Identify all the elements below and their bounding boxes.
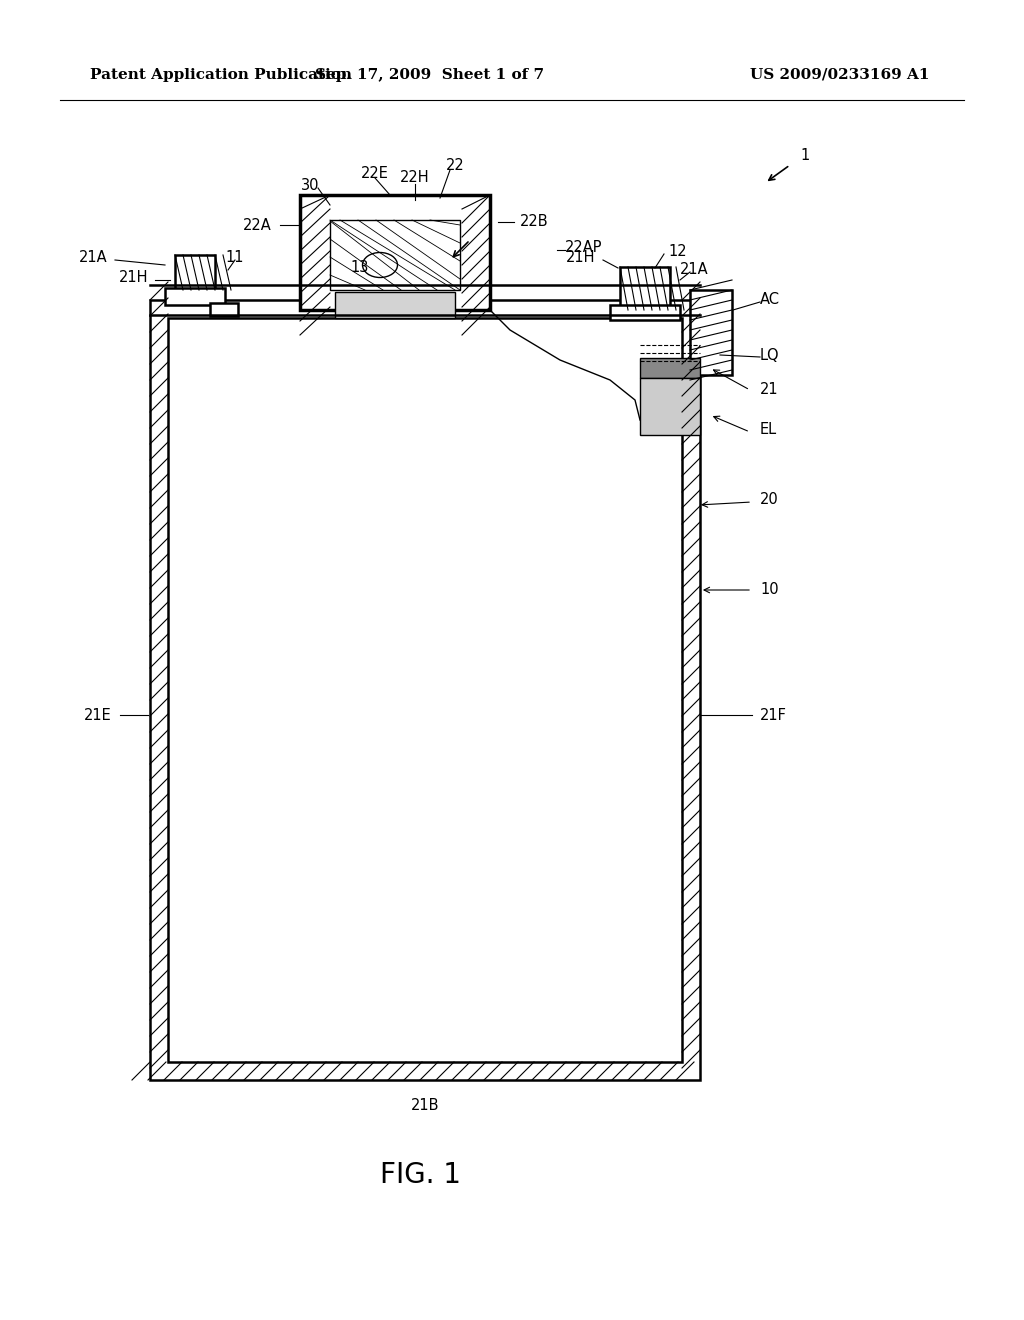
Text: AC: AC <box>760 293 780 308</box>
Text: 22E: 22E <box>361 165 389 181</box>
Text: 21H: 21H <box>565 251 595 265</box>
Text: 21H: 21H <box>119 271 148 285</box>
Text: 13: 13 <box>351 260 370 276</box>
Text: 10: 10 <box>760 582 778 598</box>
Text: 21F: 21F <box>760 708 786 722</box>
Polygon shape <box>640 358 700 378</box>
Polygon shape <box>300 195 490 310</box>
Polygon shape <box>335 292 455 318</box>
Text: FIG. 1: FIG. 1 <box>380 1162 461 1189</box>
Text: 22AP: 22AP <box>565 240 602 256</box>
Text: 22H: 22H <box>400 170 430 186</box>
Text: 1: 1 <box>800 148 809 162</box>
Text: Patent Application Publication: Patent Application Publication <box>90 69 352 82</box>
Text: 22: 22 <box>445 157 464 173</box>
Polygon shape <box>620 267 670 310</box>
Polygon shape <box>610 305 680 319</box>
Polygon shape <box>175 255 215 290</box>
Polygon shape <box>165 288 225 305</box>
Text: 21E: 21E <box>84 708 112 722</box>
Text: Sep. 17, 2009  Sheet 1 of 7: Sep. 17, 2009 Sheet 1 of 7 <box>315 69 545 82</box>
Text: 21A: 21A <box>680 263 709 277</box>
Text: 21A: 21A <box>80 251 108 265</box>
Text: 11: 11 <box>225 251 244 265</box>
Text: 22A: 22A <box>244 218 272 232</box>
Text: 12: 12 <box>668 244 687 260</box>
Polygon shape <box>690 290 732 375</box>
Polygon shape <box>330 220 460 290</box>
Text: LQ: LQ <box>760 347 779 363</box>
Text: EL: EL <box>760 422 777 437</box>
Text: 21B: 21B <box>411 1097 439 1113</box>
Polygon shape <box>210 304 238 315</box>
Polygon shape <box>640 378 700 436</box>
Text: 20: 20 <box>760 492 778 507</box>
Text: US 2009/0233169 A1: US 2009/0233169 A1 <box>750 69 930 82</box>
Text: 22B: 22B <box>520 214 549 230</box>
Text: 21: 21 <box>760 383 778 397</box>
Text: 30: 30 <box>301 177 319 193</box>
